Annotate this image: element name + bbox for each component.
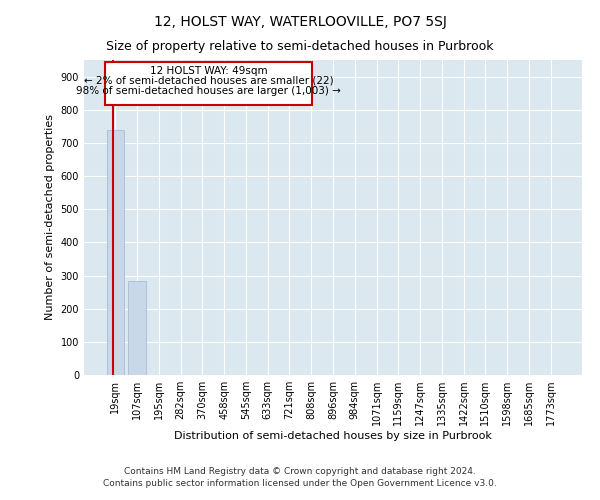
Y-axis label: Number of semi-detached properties: Number of semi-detached properties xyxy=(45,114,55,320)
Text: 12 HOLST WAY: 49sqm: 12 HOLST WAY: 49sqm xyxy=(149,66,268,76)
Text: Contains HM Land Registry data © Crown copyright and database right 2024.
Contai: Contains HM Land Registry data © Crown c… xyxy=(103,466,497,487)
Text: Size of property relative to semi-detached houses in Purbrook: Size of property relative to semi-detach… xyxy=(106,40,494,53)
Bar xyxy=(107,130,124,375)
X-axis label: Distribution of semi-detached houses by size in Purbrook: Distribution of semi-detached houses by … xyxy=(174,431,492,441)
Text: ← 2% of semi-detached houses are smaller (22): ← 2% of semi-detached houses are smaller… xyxy=(83,76,334,86)
FancyBboxPatch shape xyxy=(105,62,312,105)
Text: 98% of semi-detached houses are larger (1,003) →: 98% of semi-detached houses are larger (… xyxy=(76,86,341,96)
Text: 12, HOLST WAY, WATERLOOVILLE, PO7 5SJ: 12, HOLST WAY, WATERLOOVILLE, PO7 5SJ xyxy=(154,15,446,29)
Bar xyxy=(128,280,146,375)
